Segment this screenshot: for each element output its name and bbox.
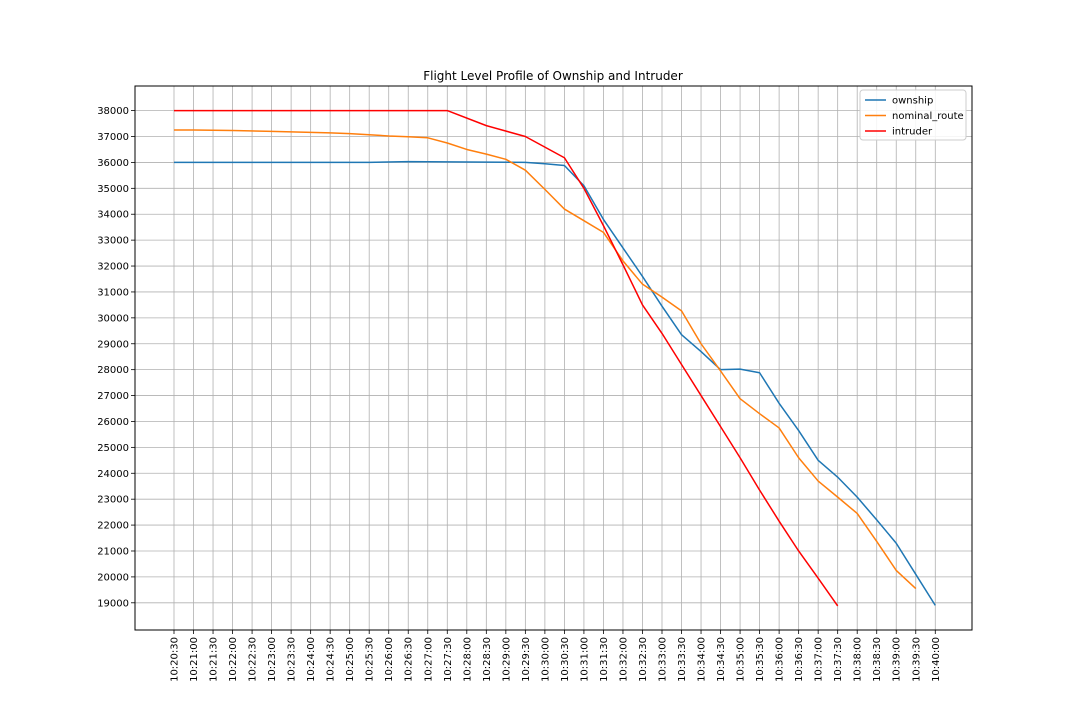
x-tick-label: 10:34:00 — [697, 637, 708, 682]
x-tick-label: 10:24:30 — [326, 637, 337, 682]
x-tick-label: 10:31:00 — [579, 637, 590, 682]
x-tick-label: 10:36:30 — [794, 637, 805, 682]
x-axis-ticks: 10:20:30 10:21:00 10:21:30 10:22:00 10:22:30… — [170, 630, 942, 682]
y-tick-label: 21000 — [97, 546, 129, 557]
y-tick-label: 38000 — [97, 106, 129, 117]
x-tick-label: 10:32:30 — [638, 637, 649, 682]
x-tick-label: 10:20:30 — [170, 637, 181, 682]
legend-label: intruder — [892, 127, 933, 138]
series-line-nominal-route — [174, 129, 917, 590]
y-tick-label: 36000 — [97, 158, 129, 169]
x-tick-label: 10:35:30 — [755, 637, 766, 682]
y-tick-label: 33000 — [97, 236, 129, 247]
x-tick-label: 10:30:30 — [560, 637, 571, 682]
y-tick-label: 30000 — [97, 313, 129, 324]
y-tick-label: 19000 — [97, 598, 129, 609]
legend-label: ownship — [892, 96, 933, 107]
x-tick-label: 10:31:30 — [599, 637, 610, 682]
x-tick-label: 10:37:00 — [814, 637, 825, 682]
series-line-intruder — [174, 109, 839, 607]
x-tick-label: 10:26:00 — [384, 637, 395, 682]
x-tick-label: 10:23:30 — [287, 637, 298, 682]
x-tick-label: 10:33:30 — [677, 637, 688, 682]
y-tick-label: 23000 — [97, 495, 129, 506]
y-tick-label: 31000 — [97, 287, 129, 298]
x-tick-label: 10:38:00 — [853, 637, 864, 682]
x-tick-label: 10:22:30 — [248, 637, 259, 682]
x-tick-label: 10:34:30 — [716, 637, 727, 682]
y-tick-label: 24000 — [97, 469, 129, 480]
y-tick-label: 29000 — [97, 339, 129, 350]
series-lines — [174, 109, 936, 607]
chart-title: Flight Level Profile of Ownship and Intr… — [423, 69, 683, 83]
x-tick-label: 10:36:00 — [775, 637, 786, 682]
y-tick-label: 27000 — [97, 391, 129, 402]
x-tick-label: 10:23:00 — [267, 637, 278, 682]
x-tick-label: 10:35:00 — [736, 637, 747, 682]
x-tick-label: 10:27:00 — [423, 637, 434, 682]
y-tick-label: 35000 — [97, 184, 129, 195]
x-tick-label: 10:21:00 — [189, 637, 200, 682]
x-tick-label: 10:22:00 — [228, 637, 239, 682]
x-tick-label: 10:25:30 — [365, 637, 376, 682]
x-tick-label: 10:40:00 — [931, 637, 942, 682]
x-tick-label: 10:32:00 — [618, 637, 629, 682]
y-tick-label: 28000 — [97, 365, 129, 376]
x-tick-label: 10:30:00 — [540, 637, 551, 682]
x-tick-label: 10:28:30 — [482, 637, 493, 682]
legend-box — [859, 89, 967, 141]
y-axis-ticks: 19000 20000 21000 22000 23000 24000 25000 26000… — [97, 106, 135, 609]
x-tick-label: 10:27:30 — [443, 637, 454, 682]
y-tick-label: 26000 — [97, 417, 129, 428]
y-tick-label: 34000 — [97, 210, 129, 221]
x-tick-label: 10:25:00 — [345, 637, 356, 682]
x-tick-label: 10:39:00 — [892, 637, 903, 682]
legend: ownship nominal_route intruder — [859, 89, 967, 141]
x-tick-label: 10:29:00 — [501, 637, 512, 682]
x-tick-label: 10:39:30 — [911, 637, 922, 682]
y-tick-label: 32000 — [97, 262, 129, 273]
y-tick-label: 37000 — [97, 132, 129, 143]
y-tick-label: 20000 — [97, 572, 129, 583]
y-tick-label: 22000 — [97, 521, 129, 532]
plot-frame — [134, 85, 973, 631]
x-tick-label: 10:24:00 — [306, 637, 317, 682]
x-tick-label: 10:21:30 — [209, 637, 220, 682]
y-tick-label: 25000 — [97, 443, 129, 454]
x-tick-label: 10:28:00 — [462, 637, 473, 682]
series-line-ownship — [174, 160, 936, 606]
x-tick-label: 10:37:30 — [833, 637, 844, 682]
x-tick-label: 10:26:30 — [404, 637, 415, 682]
x-tick-label: 10:33:00 — [658, 637, 669, 682]
x-tick-label: 10:38:30 — [872, 637, 883, 682]
legend-label: nominal_route — [892, 111, 964, 122]
x-tick-label: 10:29:30 — [521, 637, 532, 682]
